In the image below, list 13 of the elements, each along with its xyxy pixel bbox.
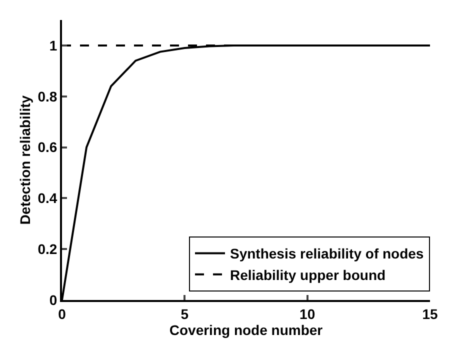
- x-tick-label: 15: [422, 306, 438, 322]
- y-tick-label: 1: [49, 37, 58, 54]
- y-tick-label: 0.8: [38, 88, 58, 104]
- legend-label: Synthesis reliability of nodes: [230, 246, 424, 262]
- y-axis-title: Detection reliability: [16, 95, 33, 225]
- y-tick-label: 0: [49, 292, 58, 308]
- x-axis-title: Covering node number: [169, 322, 324, 338]
- legend-label: Reliability upper bound: [230, 266, 386, 283]
- y-tick-label: 0.2: [38, 240, 58, 257]
- y-tick-label: 0.6: [38, 139, 58, 156]
- x-tick-label: 10: [300, 306, 316, 322]
- x-tick-label: 5: [180, 306, 189, 322]
- y-tick-label: 0.4: [38, 190, 58, 206]
